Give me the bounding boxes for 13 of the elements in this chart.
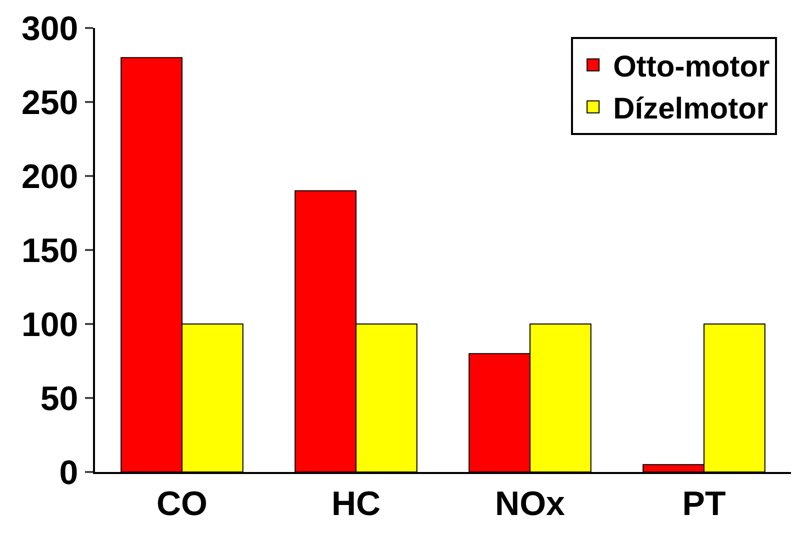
x-tick-label: PT	[682, 484, 726, 523]
y-tick-label: 0	[59, 454, 78, 492]
y-tick-label: 250	[21, 84, 78, 122]
y-tick-label: 50	[40, 380, 78, 418]
y-tick-label: 100	[21, 306, 78, 344]
y-tick-label: 300	[21, 10, 78, 48]
y-tick-label: 150	[21, 232, 78, 270]
y-tick-label: 200	[21, 158, 78, 196]
x-tick-label: HC	[331, 484, 381, 523]
x-tick-label: NOx	[495, 484, 566, 523]
x-tick-label: CO	[156, 484, 208, 523]
legend-label: Otto-motor	[613, 50, 770, 84]
legend-label: Dízelmotor	[613, 92, 768, 126]
